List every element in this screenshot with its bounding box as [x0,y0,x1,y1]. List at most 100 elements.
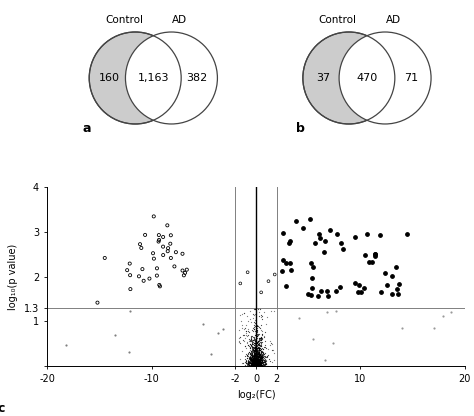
Point [257,346,265,352]
Point [255,353,262,360]
Point [246,348,253,355]
Point [258,356,265,362]
Point [257,359,264,366]
Point [255,349,263,355]
Point [252,358,260,365]
Point [247,335,255,342]
Point [257,355,265,362]
Point [264,278,272,285]
Point [256,358,264,364]
Point [254,362,262,369]
Point [252,354,260,360]
Point [256,361,264,367]
Point [250,349,258,355]
Point [248,344,255,350]
Text: 160: 160 [99,73,120,83]
Point [256,361,264,367]
Text: Control: Control [319,15,357,25]
Point [253,335,260,342]
Point [248,362,255,369]
Point [250,360,258,367]
Point [256,361,264,367]
Point [322,357,329,364]
Point [249,357,257,364]
Point [253,363,260,369]
Point [260,349,267,356]
Point [247,352,255,358]
Point [254,360,262,366]
Point [242,351,250,357]
Point [254,360,261,367]
Point [252,352,259,359]
Point [282,282,290,289]
Point [255,352,263,359]
Point [248,354,255,361]
Point [245,362,252,368]
Point [253,360,260,367]
Point [255,352,263,359]
Point [250,360,258,367]
Point [251,332,259,338]
Point [252,344,259,351]
Point [238,311,246,317]
Point [249,354,257,361]
Point [246,316,254,323]
Point [254,324,261,331]
Point [257,350,264,357]
Point [255,350,263,357]
Point [255,360,262,367]
Point [254,362,261,369]
Point [253,361,260,367]
Point [261,358,269,365]
Point [258,361,265,368]
Point [258,355,266,362]
Point [255,358,262,364]
Point [255,346,263,353]
Point [257,353,265,360]
Point [251,360,258,367]
Point [245,359,252,366]
Point [255,361,263,368]
Point [251,343,258,350]
Point [245,358,252,364]
Point [249,363,257,369]
Point [254,359,262,366]
Point [253,323,260,329]
Point [251,344,258,351]
Point [257,342,265,349]
Point [250,349,257,356]
Point [238,322,246,329]
Point [249,354,256,361]
Point [251,359,259,366]
Point [251,361,258,368]
Point [257,360,264,366]
Point [254,358,261,365]
Point [254,337,261,344]
Point [138,266,146,272]
Point [261,359,269,366]
Point [250,353,257,359]
Point [250,354,257,361]
Point [253,360,261,366]
Point [251,352,258,359]
Point [259,346,266,353]
Point [253,358,261,365]
Point [242,359,249,365]
Point [255,344,262,351]
Point [252,357,260,363]
Point [250,362,257,369]
Point [252,359,260,366]
Point [167,232,174,239]
Point [253,356,261,362]
Point [251,359,259,365]
Point [250,319,258,325]
Point [243,360,251,367]
Point [252,330,260,337]
Point [249,355,257,362]
Point [249,358,257,365]
Point [247,358,255,364]
Point [255,362,263,369]
Point [247,362,255,369]
Point [250,361,258,367]
Point [255,356,263,362]
